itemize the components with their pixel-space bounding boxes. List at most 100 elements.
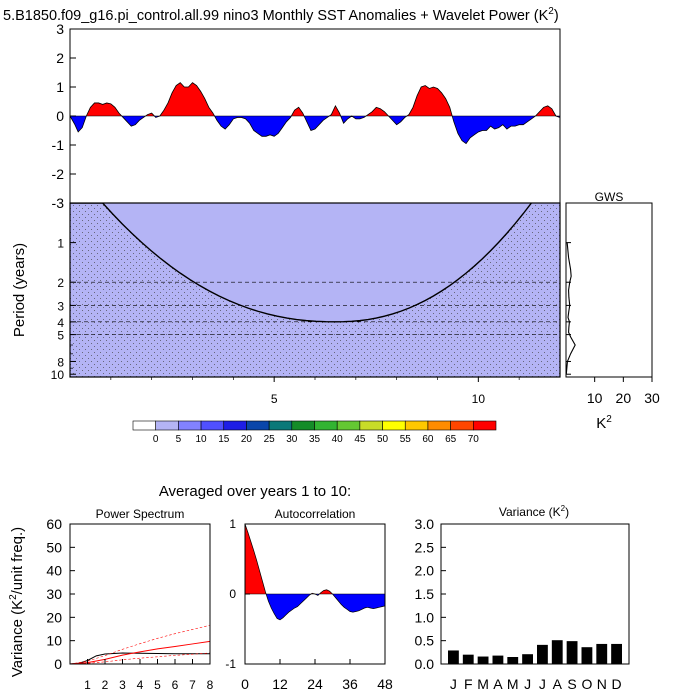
power-spectrum-x-tick-label: 4 [137,678,144,692]
power-spectrum-title: Power Spectrum [96,507,185,521]
variance-y-axis: 3.0 2.5 2.0 1.5 1.0 0.5 0.0 [415,516,446,672]
variance-bar [611,643,622,664]
autocorrelation-negative-area [266,594,385,620]
autocorrelation-y-tick-label: 0 [229,587,236,601]
variance-title: Variance (K2) [499,504,569,519]
gws-panel: GWS 10 20 30 K2 [565,190,660,432]
colorbar: 0 5 10 15 20 25 30 35 40 45 50 55 60 65 70 [132,420,497,445]
time-axis: 5 10 [110,377,520,406]
figure-title: 5.B1850.f09_g16.pi_control.all.99 nino3 … [3,6,559,24]
colorbar-label: 40 [332,434,344,445]
colorbar-swatch [132,420,156,431]
variance-y-tick-label: 0.0 [415,656,435,672]
variance-x-tick-label: F [464,676,473,692]
colorbar-label: 0 [153,434,159,445]
colorbar-label: 20 [241,434,253,445]
colorbar-label: 15 [218,434,230,445]
gws-curve [565,242,576,375]
colorbar-label: 10 [196,434,208,445]
colorbar-swatch [336,420,361,431]
power-spectrum-x-tick-label: 5 [154,678,161,692]
power-spectrum-x-tick-label: 3 [119,678,126,692]
variance-bar [492,655,504,664]
gws-y-ticks [566,242,571,375]
power-spectrum-lines [69,624,211,665]
sst-anomaly-panel: 3 2 1 0 -1 -2 -3 [52,21,561,211]
colorbar-label: 5 [176,434,182,445]
variance-bar [448,650,459,664]
colorbar-label: 55 [400,434,412,445]
spectrum-line-lower-confidence [69,652,211,665]
colorbar-label: 50 [377,434,389,445]
autocorrelation-title: Autocorrelation [275,507,356,521]
sst-y-axis: 3 2 1 0 -1 -2 -3 [52,21,76,211]
variance-y-tick-label: 2.5 [415,539,435,555]
colorbar-label: 25 [264,434,276,445]
gws-x-tick-label: 30 [644,390,660,406]
autocorrelation-panel: Autocorrelation 1 0 -1 0 12 24 36 48 [225,507,393,692]
variance-x-tick-label: O [581,676,592,692]
colorbar-label: 35 [309,434,321,445]
variance-bar [462,654,474,664]
variance-bar [477,656,489,664]
spectrum-line-red-noise [69,640,211,665]
autocorrelation-x-tick-label: 48 [377,676,393,692]
colorbar-swatch [473,420,497,431]
period-tick-label: 8 [57,355,64,369]
gws-x-label: K2 [596,414,612,432]
variance-frame [440,523,630,665]
autocorrelation-positive-area [245,524,333,594]
variance-x-tick-label: J [450,676,457,692]
sst-y-tick-label: 0 [56,108,64,124]
variance-bar [596,643,608,664]
variance-bar [522,654,533,664]
variance-bar [537,644,548,664]
power-spectrum-y-tick-label: 0 [54,656,62,672]
gws-x-axis: 10 20 30 [587,377,660,406]
colorbar-swatch [291,420,315,431]
variance-x-tick-label: A [493,676,503,692]
variance-x-tick-label: S [567,676,576,692]
power-spectrum-x-tick-label: 8 [207,678,214,692]
power-spectrum-frame [69,523,211,665]
power-spectrum-x-tick-label: 2 [102,678,109,692]
period-axis: 1 2 3 45 810 [51,237,76,382]
variance-x-tick-label: J [524,676,531,692]
colorbar-label: 65 [445,434,457,445]
variance-bar [581,647,593,664]
colorbar-swatch [404,420,429,431]
variance-x-tick-label: N [597,676,607,692]
power-spectrum-x-tick-label: 1 [84,678,91,692]
variance-bar [551,640,563,664]
variance-x-tick-label: J [539,676,546,692]
variance-x-tick-label: M [477,676,489,692]
colorbar-swatch [450,420,474,431]
gws-x-tick-label: 10 [587,390,603,406]
power-spectrum-y-tick-label: 60 [46,516,62,532]
sst-y-tick-label: 2 [56,50,64,66]
power-spectrum-x-tick-label: 7 [189,678,196,692]
autocorrelation-x-tick-label: 0 [241,676,249,692]
sst-y-tick-label: 3 [56,21,64,37]
colorbar-swatch [223,420,247,431]
sst-positive-area [86,82,556,116]
gws-frame [565,202,653,378]
gws-x-tick-label: 20 [616,390,632,406]
power-spectrum-x-tick-label: 6 [172,678,179,692]
sst-y-tick-label: -3 [52,195,65,211]
colorbar-label: 30 [286,434,298,445]
colorbar-label: 60 [422,434,434,445]
averaged-subtitle: Averaged over years 1 to 10: [159,483,351,500]
autocorrelation-y-tick-label: -1 [225,657,236,671]
time-tick-label: 10 [472,392,486,406]
spectrum-line-upper-confidence [69,624,211,665]
variance-x-tick-label: A [553,676,563,692]
sst-anomaly-line [70,82,560,145]
period-tick-label: 4 [57,316,64,330]
